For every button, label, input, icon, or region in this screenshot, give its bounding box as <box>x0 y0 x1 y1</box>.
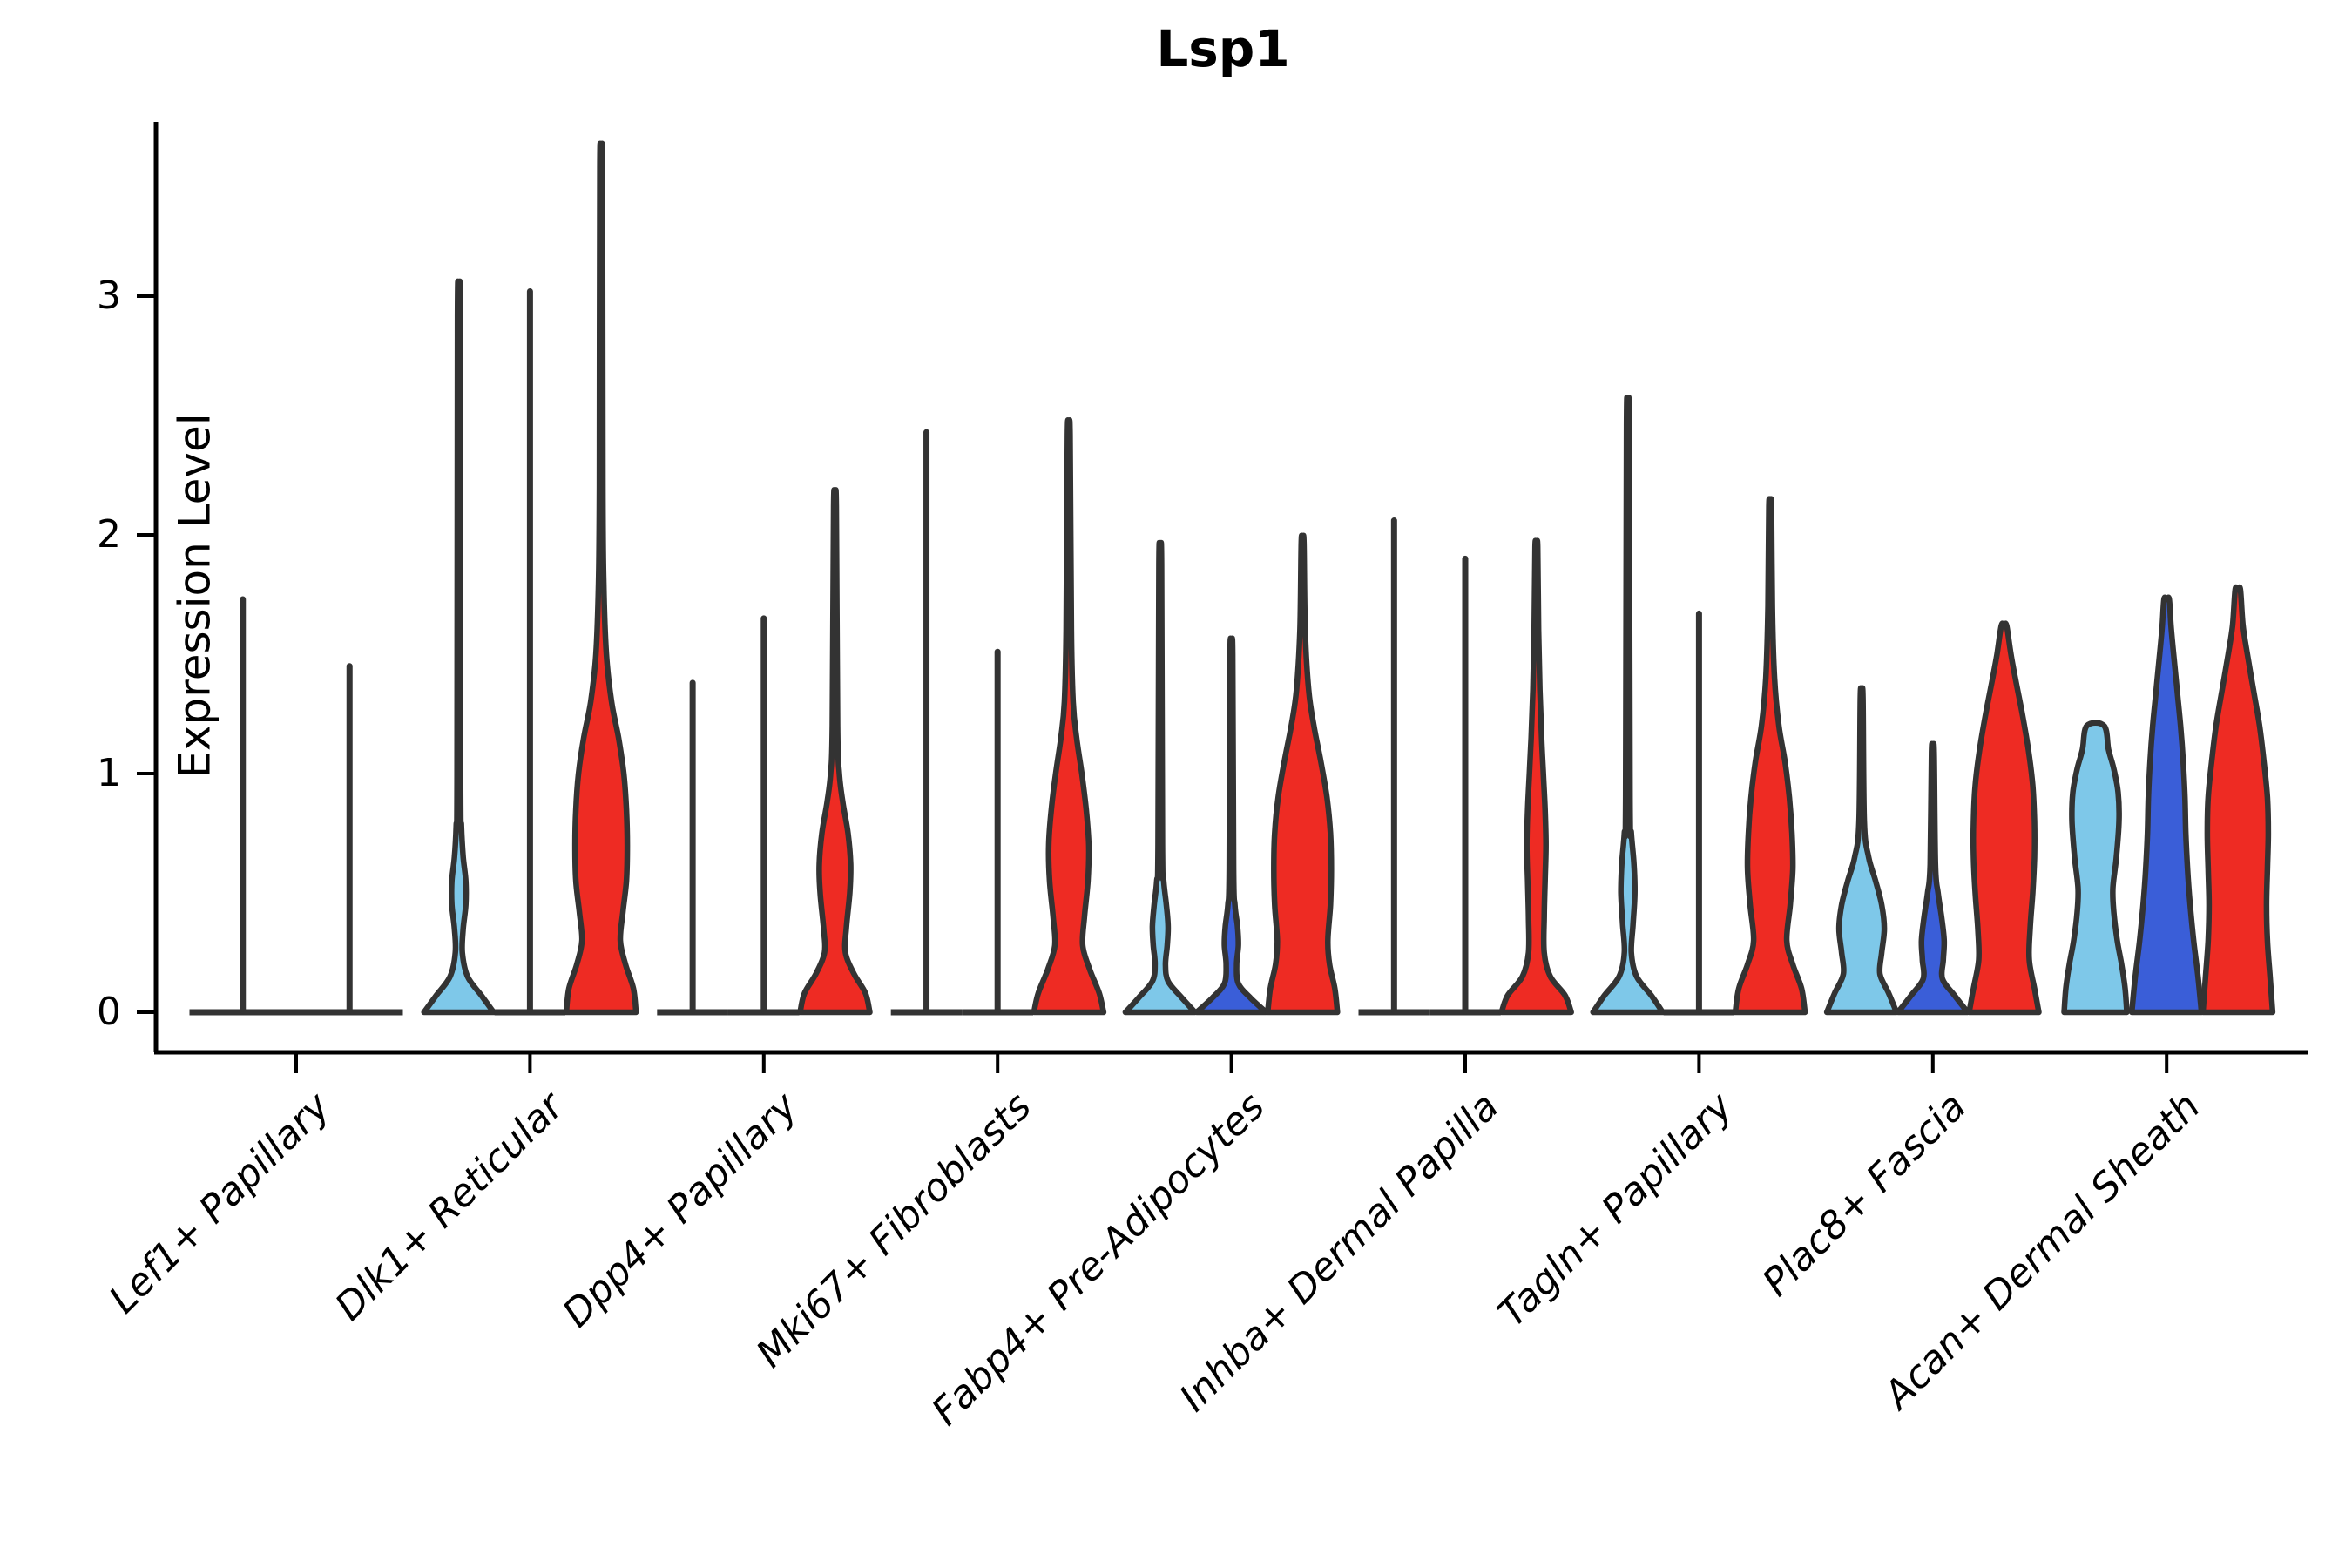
y-tick-label: 3 <box>97 274 121 318</box>
violin-light_blue <box>1823 685 1900 1016</box>
violin-red <box>1498 537 1574 1016</box>
violin-dark_blue <box>1193 635 1269 1016</box>
violin-red <box>1031 417 1107 1016</box>
violin-dark_blue <box>1895 740 1971 1016</box>
violin-red <box>2200 584 2276 1016</box>
violin-red <box>1966 620 2042 1016</box>
y-tick-label: 2 <box>97 512 121 557</box>
violin-light_blue <box>1590 395 1666 1016</box>
violin-red <box>1732 496 1808 1016</box>
chart-title: Lsp1 <box>1156 19 1290 78</box>
violin-light_blue <box>2061 720 2130 1016</box>
violin-red <box>1265 532 1341 1016</box>
violin-light_blue <box>1122 539 1199 1016</box>
y-tick-label: 0 <box>97 990 121 1034</box>
violin-light_blue <box>421 278 497 1016</box>
y-tick-label: 1 <box>97 751 121 795</box>
violin-red <box>563 140 639 1016</box>
violin-dark_blue <box>2128 594 2205 1016</box>
violin-red <box>797 487 873 1016</box>
